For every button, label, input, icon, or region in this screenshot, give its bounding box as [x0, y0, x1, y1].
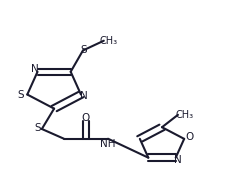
- Text: N: N: [80, 91, 87, 101]
- Text: O: O: [186, 132, 194, 142]
- Text: NH: NH: [100, 139, 116, 149]
- Text: CH₃: CH₃: [100, 36, 118, 46]
- Text: S: S: [34, 123, 41, 133]
- Text: O: O: [82, 113, 90, 123]
- Text: S: S: [18, 89, 25, 100]
- Text: S: S: [81, 45, 88, 55]
- Text: N: N: [174, 155, 182, 165]
- Text: N: N: [31, 64, 39, 74]
- Text: CH₃: CH₃: [175, 110, 193, 120]
